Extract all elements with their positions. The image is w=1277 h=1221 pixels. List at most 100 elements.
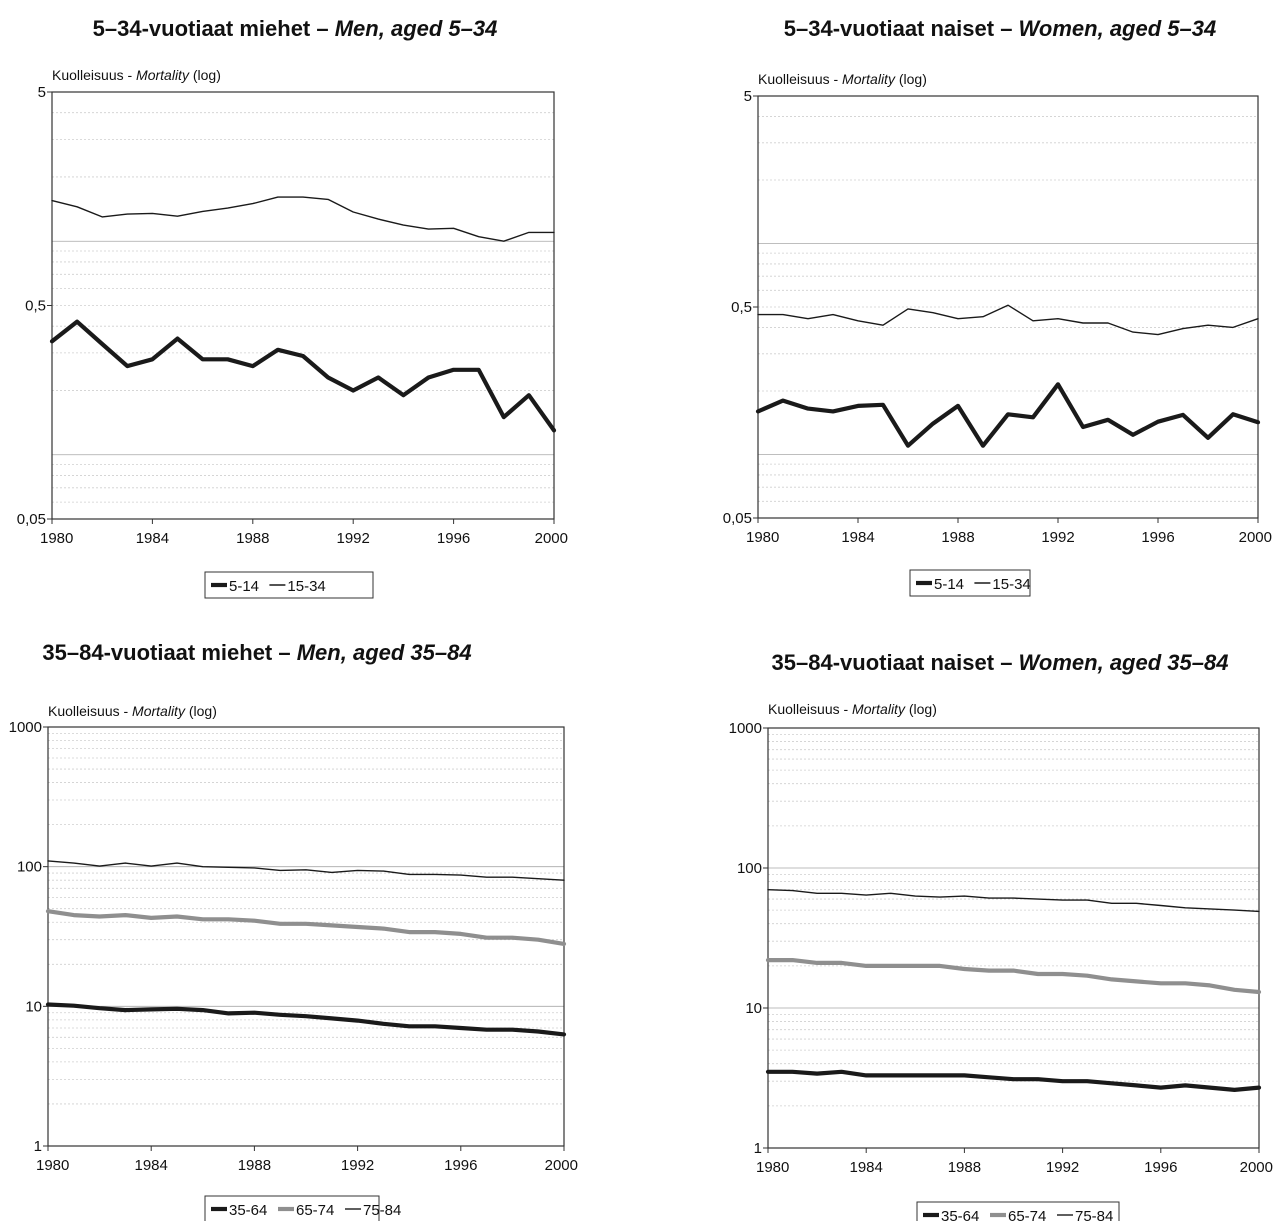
y-axis-label-fi: Kuolleisuus - [48,703,132,719]
chart-panel: 35–84-vuotiaat miehet – Men, aged 35–84 K… [9,640,578,1221]
y-axis-label: Kuolleisuus - Mortality (log) [758,71,927,87]
y-tick-label: 0,5 [25,298,46,315]
chart-title: 35–84-vuotiaat miehet – Men, aged 35–84 [42,640,471,665]
x-tick-label: 2000 [1240,1159,1273,1176]
y-tick-label: 100 [737,860,762,877]
x-tick-label: 1996 [437,530,470,547]
legend: 5-14 15-34 [909,569,1031,597]
x-tick-label: 1988 [948,1159,981,1176]
x-tick-label: 2000 [545,1157,578,1174]
chart-title-separator: – [994,650,1018,675]
chart-title: 5–34-vuotiaat miehet – Men, aged 5–34 [93,16,498,41]
y-axis-label: Kuolleisuus - Mortality (log) [768,701,937,717]
x-tick-label: 1984 [135,1157,168,1174]
x-tick-label: 1980 [36,1157,69,1174]
legend-label: 35-64 [941,1208,979,1221]
x-tick-label: 1984 [841,529,874,546]
chart-title: 35–84-vuotiaat naiset – Women, aged 35–8… [772,650,1229,675]
chart-title-en: Women, aged 5–34 [1019,16,1217,41]
y-axis-label-en: Mortality [136,67,190,83]
y-tick-label: 10 [25,998,42,1015]
x-tick-label: 1996 [1144,1159,1177,1176]
legend-label: 15-34 [287,578,325,595]
chart-panel: 35–84-vuotiaat naiset – Women, aged 35–8… [729,650,1273,1221]
series-line-5-14 [49,319,557,433]
x-tick-label: 1992 [341,1157,374,1174]
y-axis-label: Kuolleisuus - Mortality (log) [52,67,221,83]
x-tick-label: 1980 [756,1159,789,1176]
x-tick-label: 1992 [1046,1159,1079,1176]
series-line-35-64 [45,1002,567,1037]
x-tick-label: 1992 [1041,529,1074,546]
y-axis-label: Kuolleisuus - Mortality (log) [48,703,217,719]
x-tick-label: 1984 [850,1159,883,1176]
y-tick-label: 5 [744,88,752,105]
chart-title-fi: 35–84-vuotiaat naiset [772,650,995,675]
legend-label: 75-84 [1075,1208,1113,1221]
y-tick-label: 1000 [729,720,762,737]
y-axis-label-en: Mortality [842,71,896,87]
chart-title-fi: 5–34-vuotiaat miehet [93,16,311,41]
legend-label: 35-64 [229,1202,267,1219]
y-axis-label-fi: Kuolleisuus - [768,701,852,717]
legend-label: 15-34 [992,576,1030,593]
x-tick-label: 1984 [136,530,169,547]
y-tick-label: 0,05 [17,511,46,528]
y-axis-label-fi: Kuolleisuus - [758,71,842,87]
series-line-35-64 [765,1069,1262,1093]
y-tick-label: 100 [17,859,42,876]
x-tick-label: 1988 [236,530,269,547]
series-line-75-84 [767,889,1260,913]
chart-title-fi: 5–34-vuotiaat naiset [784,16,995,41]
y-axis-label-suffix: (log) [905,701,937,717]
x-tick-label: 2000 [1239,529,1272,546]
y-axis-label-suffix: (log) [185,703,217,719]
x-tick-label: 1980 [40,530,73,547]
x-tick-label: 1988 [941,529,974,546]
plot-frame [47,726,565,1147]
chart-title-en: Men, aged 5–34 [335,16,498,41]
legend: 35-64 65-74 75-84 [916,1201,1120,1221]
legend-box [204,571,374,599]
y-tick-label: 0,05 [723,510,752,527]
legend-label: 65-74 [1008,1208,1046,1221]
legend-label: 75-84 [363,1202,401,1219]
plot-frame [767,727,1260,1149]
y-axis-label-suffix: (log) [189,67,221,83]
series-line-65-74 [765,957,1262,995]
series-line-5-14 [755,382,1261,448]
series-line-75-84 [47,860,565,881]
legend-box [909,569,1031,597]
chart-title-separator: – [994,16,1018,41]
y-axis-label-suffix: (log) [895,71,927,87]
y-tick-label: 5 [38,84,46,101]
y-axis-label-en: Mortality [132,703,186,719]
x-tick-label: 1996 [444,1157,477,1174]
legend-label: 5-14 [934,576,964,593]
x-tick-label: 2000 [535,530,568,547]
y-tick-label: 10 [745,1000,762,1017]
x-tick-label: 1992 [337,530,370,547]
x-tick-label: 1988 [238,1157,271,1174]
y-axis-label-en: Mortality [852,701,906,717]
legend: 5-14 15-34 [204,571,374,599]
chart-title-separator: – [310,16,334,41]
legend-box [916,1201,1120,1221]
chart-title: 5–34-vuotiaat naiset – Women, aged 5–34 [784,16,1216,41]
chart-title-en: Women, aged 35–84 [1019,650,1229,675]
y-tick-label: 1000 [9,719,42,736]
chart-title-separator: – [272,640,296,665]
legend: 35-64 65-74 75-84 [204,1195,401,1221]
series-line-15-34 [757,304,1259,336]
legend-label: 65-74 [296,1202,334,1219]
y-tick-label: 1 [34,1138,42,1155]
y-axis-label-fi: Kuolleisuus - [52,67,136,83]
chart-panel: 5–34-vuotiaat naiset – Women, aged 5–34 K… [723,16,1272,597]
chart-title-fi: 35–84-vuotiaat miehet [42,640,273,665]
chart-title-en: Men, aged 35–84 [297,640,472,665]
x-tick-label: 1980 [746,529,779,546]
series-line-65-74 [45,909,567,947]
series-line-15-34 [51,196,555,242]
x-tick-label: 1996 [1141,529,1174,546]
